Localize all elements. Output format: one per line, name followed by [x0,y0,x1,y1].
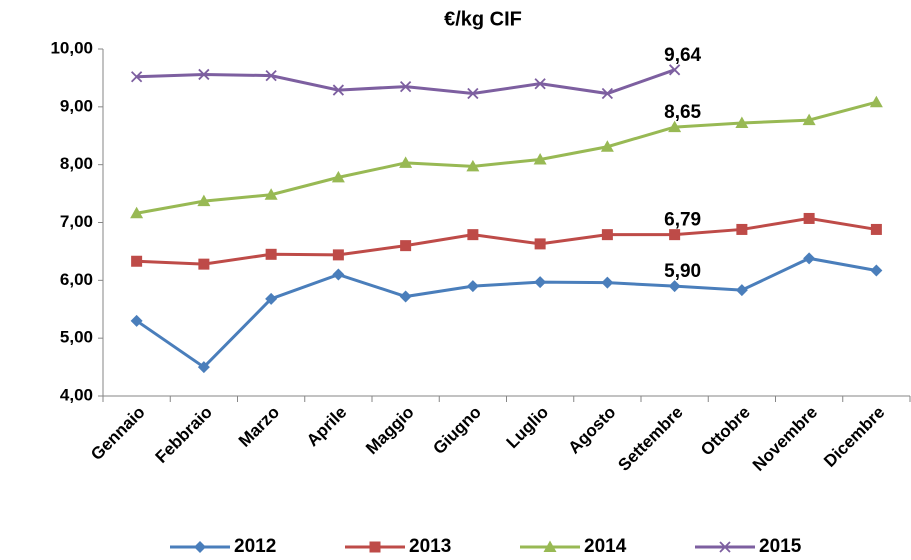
data-point [198,258,210,270]
legend-marker [369,541,381,553]
x-tick-label: Agosto [565,403,620,458]
data-point [131,255,143,267]
x-tick-label: Marzo [235,403,283,451]
data-point [735,116,749,129]
x-tick-label: Dicembre [820,403,888,471]
data-point [870,264,883,277]
data-label: 8,65 [664,102,701,123]
series-line [135,256,877,370]
y-tick-label: 9,00 [60,96,93,115]
data-point [668,120,682,133]
x-tick-label: Aprile [303,403,351,451]
data-label: 5,90 [664,261,701,282]
data-point [198,68,210,81]
data-point [466,159,480,172]
data-point [668,280,681,293]
legend-label: 2013 [409,536,451,557]
data-point [265,248,277,260]
series-line [136,216,877,266]
data-point [399,290,412,303]
data-point [870,223,882,235]
data-point [534,238,546,250]
data-point [803,252,816,265]
legend-label: 2014 [584,536,627,557]
data-point [265,69,277,82]
data-point [130,206,144,219]
legend-marker [194,541,206,553]
data-point [332,249,344,261]
data-point [601,87,614,100]
data-label: 9,64 [664,45,701,66]
x-tick-label: Maggio [362,403,418,459]
data-point [600,140,614,152]
x-tick-label: Gennaio [87,403,149,465]
y-tick-label: 5,00 [60,328,93,347]
y-tick-label: 10,00 [50,38,93,57]
data-point [130,314,143,327]
y-tick-label: 6,00 [60,270,93,289]
x-tick-label: Ottobre [697,403,754,460]
data-point [399,80,412,93]
data-point [332,84,345,96]
y-tick-label: 4,00 [60,385,93,404]
x-tick-label: Luglio [503,403,552,452]
data-point [197,194,211,207]
data-point [803,212,815,224]
data-point [601,229,613,241]
data-point [265,292,278,305]
data-point [400,240,412,252]
data-point [601,276,614,289]
data-point [331,170,345,183]
data-point [668,64,681,76]
legend-marker [719,541,731,553]
data-point [669,229,681,241]
legend-label: 2015 [759,536,802,557]
legend-label: 2012 [234,536,276,557]
data-point [534,276,547,289]
data-point [197,361,210,374]
data-point [534,78,546,90]
data-point [736,223,748,235]
data-point [735,284,748,297]
chart-title: €/kg CIF [444,8,522,30]
x-tick-label: Giugno [429,403,484,458]
data-point [466,280,479,293]
data-label: 6,79 [664,210,701,231]
data-point [533,152,547,165]
x-tick-label: Settembre [614,403,686,475]
legend-marker [543,540,557,552]
y-tick-label: 7,00 [60,212,93,231]
data-point [467,87,479,100]
data-point [130,71,143,83]
data-point [332,268,345,281]
x-tick-label: Febbraio [152,403,216,467]
data-point [467,229,479,241]
series-line [136,100,877,215]
series-line [136,68,676,96]
data-point [802,113,816,126]
data-point [399,156,413,168]
data-point [869,95,883,108]
x-tick-label: Novembre [749,403,821,475]
y-tick-label: 8,00 [60,154,93,173]
data-point [264,188,278,200]
